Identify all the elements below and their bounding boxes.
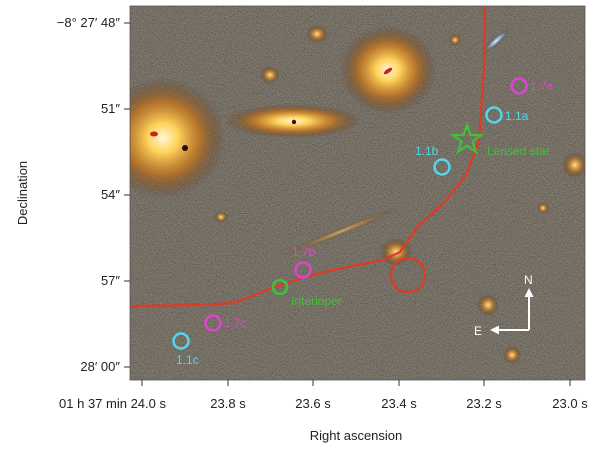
galaxy-small-d: [503, 346, 521, 364]
image-frame: [129, 5, 586, 381]
compass-rose: N E: [474, 273, 534, 338]
marker-1.1b: [433, 158, 451, 176]
y-axis-title: Declination: [15, 161, 30, 225]
east-arrowhead: [490, 325, 499, 335]
x-tick-label: 23.8 s: [210, 396, 246, 411]
x-tick-label: 23.6 s: [295, 396, 331, 411]
marker-1.1a: [485, 106, 503, 124]
y-tick-label: 51″: [101, 101, 120, 116]
marker-1.7c: [204, 314, 222, 332]
galaxy-nucleus: [291, 119, 297, 125]
lensed-star-marker: [449, 121, 485, 155]
marker-1.7a: [510, 77, 528, 95]
label-interloper: Interloper: [291, 294, 342, 308]
marker-interloper: [271, 278, 289, 296]
label-1.1b: 1.1b: [415, 144, 439, 158]
y-tick-label: 54″: [101, 187, 120, 202]
x-tick-label: 23.0 s: [552, 396, 588, 411]
y-axis: [124, 22, 130, 368]
label-lensed-star: Lensed star: [487, 144, 550, 158]
critical-curve-loop: [389, 256, 427, 294]
galaxy-small-a: [260, 66, 280, 84]
compass-east-label: E: [474, 324, 482, 338]
y-tick-label: 28′ 00″: [80, 359, 120, 374]
galaxy-small-h: [182, 145, 188, 151]
galaxy-small-b: [562, 152, 585, 178]
marker-1.7b: [294, 261, 312, 279]
galaxy-small-e: [214, 211, 228, 223]
y-tick-label: 57″: [101, 273, 120, 288]
y-tick-label: −8° 27′ 48″: [57, 15, 121, 30]
x-axis: [141, 380, 571, 386]
x-tick-label: 01 h 37 min 24.0 s: [59, 396, 166, 411]
galaxy-streak-arc: [282, 206, 402, 256]
sky-image: 1.7a 1.1a 1.1b Lensed star 1.7b Interlop…: [130, 6, 585, 380]
label-1.7b: 1.7b: [292, 245, 316, 259]
x-tick-label: 23.4 s: [381, 396, 417, 411]
label-1.7a: 1.7a: [530, 79, 554, 93]
label-1.1c: 1.1c: [176, 353, 199, 367]
compass-north-label: N: [524, 273, 533, 287]
marker-1.1c: [172, 332, 190, 350]
galaxy-nucleus-red-left: [150, 131, 158, 137]
north-arrowhead: [524, 288, 534, 297]
galaxy-small-g: [537, 202, 549, 214]
galaxy-small-f: [449, 34, 461, 46]
x-tick-label: 23.2 s: [466, 396, 502, 411]
label-1.1a: 1.1a: [505, 109, 529, 123]
x-axis-title: Right ascension: [310, 428, 403, 443]
galaxy-small-c: [477, 294, 499, 316]
label-1.7c: 1.7c: [224, 316, 247, 330]
galaxy-nucleus-red: [383, 67, 393, 75]
galaxy-streak-blue: [482, 28, 510, 54]
galaxy-large-left: [130, 78, 225, 198]
galaxy-top-center: [306, 25, 328, 43]
critical-curve: [130, 6, 487, 308]
